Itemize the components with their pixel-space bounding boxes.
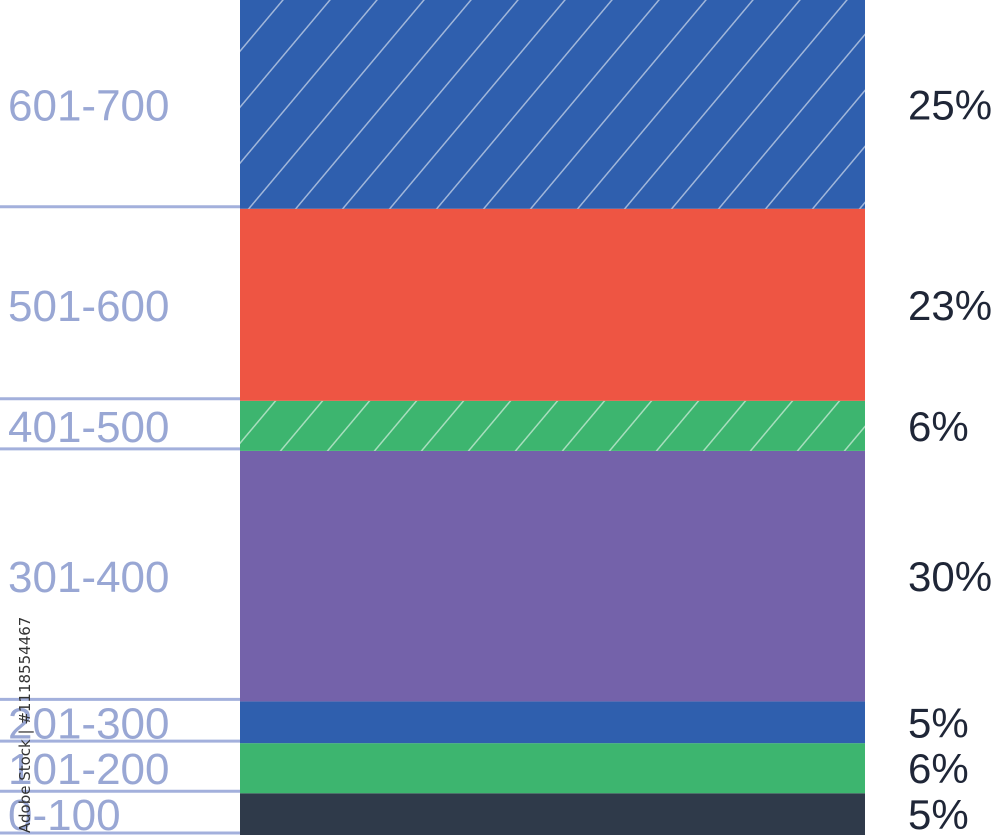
bar-segments <box>240 0 865 835</box>
bar-segment-201-300 <box>240 701 865 744</box>
value-labels: 5%6%5%30%6%23%25% <box>908 81 992 835</box>
bar-segment-hatch-601-700 <box>240 0 865 209</box>
value-label: 30% <box>908 553 992 600</box>
category-label: 601-700 <box>8 81 169 130</box>
category-label: 301-400 <box>8 553 169 602</box>
bar-segment-101-200 <box>240 743 865 794</box>
value-label: 5% <box>908 699 969 746</box>
category-label: 201-300 <box>8 699 169 748</box>
bar-segment-hatch-401-500 <box>240 400 865 451</box>
value-label: 5% <box>908 791 969 835</box>
category-label: 501-600 <box>8 282 169 331</box>
category-label: 101-200 <box>8 745 169 794</box>
value-label: 6% <box>908 745 969 792</box>
category-label: 401-500 <box>8 403 169 452</box>
bar-segment-0-100 <box>240 793 865 835</box>
watermark-text: Adobe Stock | #1118554467 <box>16 617 34 833</box>
bar-segment-501-600 <box>240 208 865 401</box>
value-label: 23% <box>908 282 992 329</box>
value-label: 6% <box>908 403 969 450</box>
bar-segment-301-400 <box>240 450 865 702</box>
value-label: 25% <box>908 81 992 128</box>
category-label: 0-100 <box>8 791 121 835</box>
